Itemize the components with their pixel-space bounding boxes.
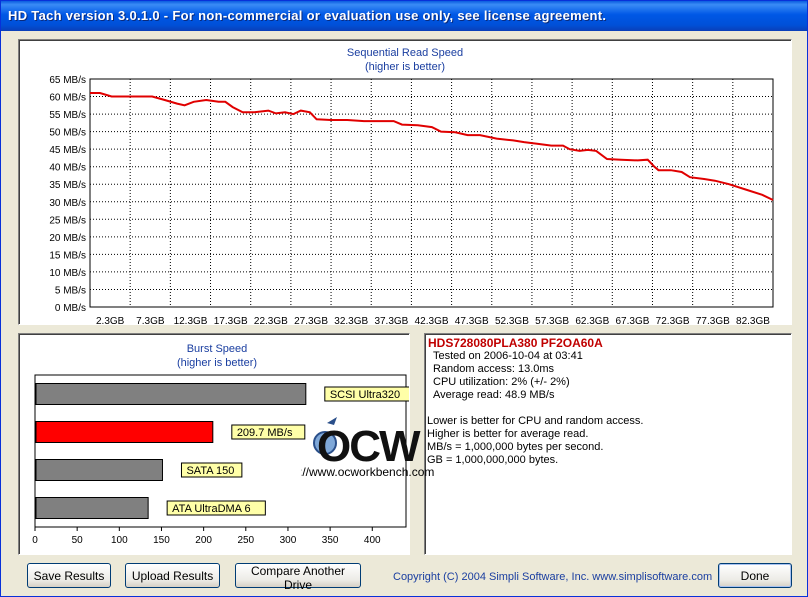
compare-drive-button[interactable]: Compare Another Drive [235, 563, 361, 592]
sequential-read-panel: Sequential Read Speed (higher is better)… [18, 39, 792, 327]
bar-label: SCSI Ultra320 [330, 389, 400, 401]
average-read: Average read: 48.9 MB/s [433, 389, 555, 401]
x-tick-label: 150 [153, 535, 170, 546]
y-axis-ticks: 0 MB/s 5 MB/s 10 MB/s 15 MB/s 20 MB/s 25 MB/s… [49, 75, 86, 314]
read-speed-series [90, 92, 774, 201]
x-tick-label: 350 [322, 535, 339, 546]
x-tick-label: 72.3GB [656, 316, 690, 324]
chart-title: Sequential Read Speed [347, 47, 463, 59]
x-tick-label: 50 [72, 535, 84, 546]
x-tick-label: 400 [364, 535, 381, 546]
burst-speed-panel: Burst Speed (higher is better) SCSI Ultr… [18, 333, 418, 555]
chart-grid [89, 78, 774, 308]
y-tick-label: 25 MB/s [49, 215, 86, 226]
burst-bar [35, 383, 307, 405]
chart-subtitle: (higher is better) [177, 357, 257, 369]
random-access: Random access: 13.0ms [433, 363, 555, 375]
x-tick-label: 82.3GB [736, 316, 770, 324]
x-tick-label: 37.3GB [374, 316, 408, 324]
x-tick-label: 67.3GB [616, 316, 650, 324]
y-tick-label: 35 MB/s [49, 180, 86, 191]
copyright-link[interactable]: Copyright (C) 2004 Simpli Software, Inc.… [393, 571, 713, 583]
x-axis-ticks: 2.3GB 7.3GB 12.3GB 17.3GB 22.3GB 27.3GB 32.3GB… [96, 316, 770, 327]
y-tick-label: 15 MB/s [49, 250, 86, 261]
burst-bar [35, 497, 149, 519]
x-tick-label: 27.3GB [294, 316, 328, 324]
logo-globe [313, 431, 337, 455]
x-tick-label: 32.3GB [334, 316, 368, 324]
y-tick-label: 20 MB/s [49, 233, 86, 244]
y-tick-label: 60 MB/s [49, 93, 86, 104]
burst-bar [35, 459, 163, 481]
x-tick-label: 52.3GB [495, 316, 529, 324]
window-title: HD Tach version 3.0.1.0 - For non-commer… [8, 8, 607, 23]
y-tick-label: 45 MB/s [49, 145, 86, 156]
x-tick-label: 250 [237, 535, 254, 546]
x-tick-label: 12.3GB [174, 316, 208, 324]
title-bar[interactable]: HD Tach version 3.0.1.0 - For non-commer… [1, 1, 807, 31]
burst-speed-chart: Burst Speed (higher is better) SCSI Ultr… [32, 343, 418, 546]
x-tick-label: 0 [32, 535, 38, 546]
y-tick-label: 50 MB/s [49, 128, 86, 139]
y-tick-label: 0 MB/s [55, 303, 86, 314]
y-tick-label: 65 MB/s [49, 75, 86, 86]
x-tick-label: 300 [280, 535, 297, 546]
y-tick-label: 30 MB/s [49, 198, 86, 209]
logo-text: OCW [317, 422, 421, 471]
drive-info-panel: HDS728080PLA380 PF2OA60A Tested on 2006-… [424, 333, 792, 555]
tested-on: Tested on 2006-10-04 at 03:41 [433, 350, 583, 362]
x-tick-label: 47.3GB [455, 316, 489, 324]
bar-label-box [231, 424, 306, 440]
x-tick-label: 62.3GB [575, 316, 609, 324]
upload-results-button[interactable]: Upload Results [125, 563, 220, 588]
bar-label-box [180, 462, 243, 478]
bar-label: SATA 150 [186, 465, 234, 477]
note-line: MB/s = 1,000,000 bytes per second. [427, 441, 604, 453]
bar-label: ATA UltraDMA 6 [172, 503, 250, 515]
x-axis-ticks: 0 50 100 150 200 250 300 350 400 [32, 527, 381, 546]
x-tick-label: 77.3GB [696, 316, 730, 324]
ocw-watermark-logo: OCW http://www.ocworkbench.com [301, 417, 434, 479]
bar-label-box [166, 500, 266, 516]
done-button[interactable]: Done [718, 563, 792, 588]
note-line: Higher is better for average read. [427, 428, 589, 440]
chart-title: Burst Speed [187, 343, 248, 355]
burst-bars: SCSI Ultra320 209.7 MB/s SATA 150 ATA Ultra… [35, 383, 418, 519]
plot-frame [89, 78, 774, 308]
logo-bird [327, 417, 337, 425]
x-tick-label: 42.3GB [415, 316, 449, 324]
x-tick-label: 200 [195, 535, 212, 546]
y-tick-label: 55 MB/s [49, 110, 86, 121]
y-tick-label: 10 MB/s [49, 268, 86, 279]
y-tick-label: 5 MB/s [55, 285, 86, 296]
note-line: Lower is better for CPU and random acces… [427, 415, 644, 427]
burst-bar [35, 421, 214, 443]
x-tick-label: 2.3GB [96, 316, 125, 324]
x-tick-label: 17.3GB [214, 316, 248, 324]
x-tick-label: 57.3GB [535, 316, 569, 324]
save-results-button[interactable]: Save Results [27, 563, 111, 588]
bar-label: 209.7 MB/s [237, 427, 293, 439]
x-tick-label: 100 [111, 535, 128, 546]
y-tick-label: 40 MB/s [49, 163, 86, 174]
x-tick-label: 7.3GB [136, 316, 165, 324]
logo-url: http://www.ocworkbench.com [301, 465, 434, 479]
note-line: GB = 1,000,000,000 bytes. [427, 454, 559, 466]
x-tick-label: 22.3GB [254, 316, 288, 324]
sequential-read-chart: Sequential Read Speed (higher is better)… [49, 47, 774, 327]
cpu-utilization: CPU utilization: 2% (+/- 2%) [433, 376, 570, 388]
drive-model: HDS728080PLA380 PF2OA60A [428, 336, 603, 350]
chart-subtitle: (higher is better) [365, 61, 445, 73]
